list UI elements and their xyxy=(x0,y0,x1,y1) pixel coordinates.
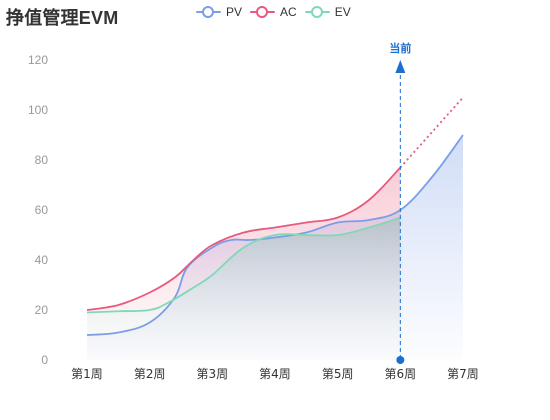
ev-area xyxy=(87,217,401,360)
current-marker-arrow xyxy=(395,60,406,73)
legend-swatch-ac xyxy=(250,5,276,19)
ac-line xyxy=(86,166,401,311)
legend-swatch-pv xyxy=(196,5,221,19)
y-tick-label: 100 xyxy=(28,103,48,117)
legend-label-ac: AC xyxy=(280,5,297,19)
x-tick-label: 第2周 xyxy=(134,367,166,381)
y-tick-label: 0 xyxy=(41,353,48,367)
ac-forecast-line xyxy=(399,96,464,169)
x-tick-label: 第7周 xyxy=(447,367,479,381)
current-marker-label: 当前 xyxy=(389,41,411,55)
legend-item-pv[interactable]: PV xyxy=(196,5,242,19)
x-tick-label: 第5周 xyxy=(322,367,354,381)
x-tick-label: 第4周 xyxy=(259,367,291,381)
legend: PV AC EV xyxy=(196,3,351,21)
y-tick-label: 60 xyxy=(35,203,49,217)
legend-item-ev[interactable]: EV xyxy=(304,5,351,19)
y-tick-label: 80 xyxy=(35,153,49,167)
legend-swatch-ev xyxy=(304,5,330,19)
legend-label-ev: EV xyxy=(334,5,351,19)
pv-line xyxy=(86,134,464,336)
ev-line xyxy=(86,216,401,314)
x-tick-label: 第1周 xyxy=(71,367,103,381)
legend-item-ac[interactable]: AC xyxy=(250,5,297,19)
current-marker-dot xyxy=(396,356,405,364)
legend-label-pv: PV xyxy=(226,5,243,19)
y-tick-label: 40 xyxy=(35,253,49,267)
x-tick-label: 第6周 xyxy=(385,367,417,381)
y-tick-label: 120 xyxy=(28,53,48,67)
y-tick-label: 20 xyxy=(35,303,49,317)
x-tick-label: 第3周 xyxy=(197,367,229,381)
chart-title: 挣值管理EVM xyxy=(6,8,119,28)
